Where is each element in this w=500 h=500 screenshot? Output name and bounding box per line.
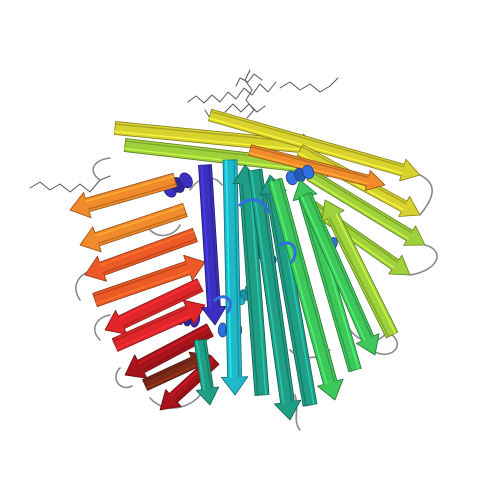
coil-loop-3 — [409, 244, 438, 276]
strand-highlight — [200, 164, 212, 309]
strand-body — [104, 278, 204, 335]
strand-shadow — [202, 338, 212, 389]
strand-body — [306, 169, 426, 246]
coil-loop-4 — [374, 334, 399, 355]
strand-body — [298, 191, 380, 356]
strand-shadow — [210, 110, 405, 168]
lipid-chain-1 — [187, 81, 277, 104]
strand-highlight — [195, 339, 205, 391]
strand-shadow — [97, 213, 188, 245]
coil-loop-8 — [149, 394, 201, 409]
strand-shadow — [278, 178, 335, 383]
strand-shadow — [122, 288, 203, 327]
strand-body — [92, 254, 206, 308]
strand-left-3 — [84, 227, 198, 282]
strand-shadow — [307, 192, 373, 338]
strand-highlight — [85, 175, 175, 203]
strand-shadow — [142, 358, 193, 383]
strand-highlight — [300, 195, 366, 341]
coil-loop-6 — [94, 314, 111, 341]
strand-shadow — [233, 159, 240, 378]
strand-body — [84, 227, 198, 282]
strand-highlight — [307, 177, 409, 240]
strand-highlight — [95, 270, 190, 305]
strand-shadow — [102, 238, 198, 274]
strand-highlight — [113, 130, 303, 151]
strand-left-5 — [104, 278, 204, 335]
strand-highlight — [335, 213, 397, 335]
strand-body — [198, 164, 227, 326]
strand-body — [193, 338, 220, 406]
strand-left-2 — [79, 202, 188, 253]
strand-shadow — [87, 183, 177, 210]
blue-coil-3 — [213, 295, 232, 314]
lipid-chain-5 — [29, 175, 111, 193]
blue-coil-2 — [278, 241, 297, 264]
strand-center-green-3 — [298, 191, 380, 356]
strand-left-1 — [69, 172, 178, 219]
strand-shadow — [92, 263, 188, 297]
strand-highlight — [138, 325, 209, 365]
strand-shadow — [114, 123, 304, 144]
strand-highlight — [99, 230, 195, 267]
strand-shadow — [300, 197, 352, 372]
strand-shadow — [328, 217, 390, 338]
coil-loop-2 — [419, 174, 433, 216]
coil-loop-11 — [149, 224, 181, 237]
strand-left-4 — [92, 254, 206, 308]
strand-highlight — [249, 181, 267, 396]
strand-center-green-1 — [267, 177, 344, 401]
coil-loop-1 — [92, 157, 111, 181]
strand-shadow — [208, 164, 219, 308]
strand-shadow — [112, 307, 188, 342]
strand-shadow — [241, 182, 259, 396]
strand-center-teal-4 — [193, 338, 220, 406]
strand-shadow — [258, 168, 293, 403]
strand-highlight — [115, 314, 191, 350]
strand-highlight — [225, 159, 232, 378]
strand-center-lime — [321, 199, 399, 339]
strand-center-cyan-1 — [220, 159, 249, 396]
strand-highlight — [145, 364, 196, 389]
strand-center-indigo — [198, 164, 227, 326]
strand-body — [321, 199, 399, 339]
coil-loop-7 — [115, 367, 133, 389]
strand-right-2 — [306, 169, 426, 246]
coil-loop-9 — [294, 394, 301, 431]
strand-left-6 — [111, 299, 206, 352]
lipid-chain-6 — [235, 73, 263, 87]
strand-highlight — [95, 205, 185, 237]
strand-highlight — [250, 169, 285, 404]
lipid-chain-2 — [244, 69, 255, 119]
blue-coil-1 — [238, 198, 270, 214]
strand-shadow — [250, 146, 370, 179]
helix-turn — [302, 164, 315, 180]
strand-body — [111, 299, 206, 352]
lipid-chain-3 — [279, 77, 339, 93]
strand-highlight — [270, 180, 328, 385]
strand-shadow — [311, 171, 413, 234]
helix-3 — [285, 164, 315, 186]
front-beta-strands — [69, 159, 399, 421]
lipid-ligands — [29, 69, 339, 193]
helix-turn — [179, 172, 193, 189]
strand-highlight — [118, 280, 200, 320]
strand-shadow — [268, 192, 307, 407]
lipid-chain-4 — [224, 103, 266, 113]
